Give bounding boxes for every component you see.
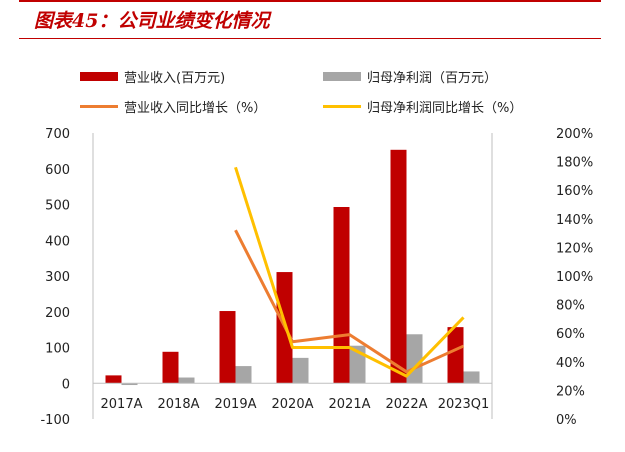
title-rule [19,38,601,39]
y-tick-label: 500 [45,199,70,214]
legend-label: 归母净利润同比增长（%） [367,101,523,116]
top-rule [19,0,601,2]
x-tick-label: 2019A [215,397,257,412]
bar-revenue [333,207,350,384]
y2-tick-label: 180% [556,156,593,171]
legend-label: 归母净利润（百万元） [367,71,498,86]
y2-tick-label: 20% [556,384,585,399]
bar-profit [463,371,480,384]
legend-revenue-growth: 营业收入同比增长（%） [80,97,266,116]
x-tick-label: 2021A [329,397,371,412]
y-tick-label: 300 [45,270,70,285]
line-revenue-growth [234,229,465,374]
x-tick-label: 2017A [101,397,143,412]
bar-revenue [390,149,407,384]
y2-tick-label: 200% [556,127,593,142]
legend-profit: 归母净利润（百万元） [323,67,497,86]
x-tick-label: 2018A [158,397,200,412]
y-tick-label: 400 [45,234,70,249]
legend-swatch [80,72,118,81]
x-tick-label: 2023Q1 [438,397,490,412]
bar-profit [178,377,195,384]
bar-profit [406,334,423,384]
y2-tick-label: 120% [556,241,593,256]
y2-tick-label: 80% [556,299,585,314]
y2-tick-label: 140% [556,213,593,228]
legend-label: 营业收入(百万元) [124,71,226,86]
y-tick-label: -100 [40,413,70,428]
y2-tick-label: 60% [556,327,585,342]
y2-tick-label: 160% [556,184,593,199]
y-tick-label: 100 [45,342,70,357]
legend-revenue: 营业收入(百万元) [80,67,225,86]
y-tick-label: 200 [45,306,70,321]
bar-profit [235,366,252,384]
y-tick-label: 600 [45,163,70,178]
x-tick-label: 2022A [386,397,428,412]
y-tick-label: 700 [45,127,70,142]
bar-profit [292,357,309,384]
bar-revenue [219,311,236,384]
chart-title: 图表45：公司业绩变化情况 [34,10,270,32]
y2-tick-label: 100% [556,270,593,285]
legend-swatch [80,105,118,108]
bar-revenue [162,351,179,384]
x-tick-label: 2020A [272,397,314,412]
y2-tick-label: 0% [556,413,577,428]
legend-label: 营业收入同比增长（%） [124,101,267,116]
y2-tick-label: 40% [556,356,585,371]
line-profit-growth [234,166,465,378]
bar-profit [121,383,138,386]
bar-revenue [105,375,122,384]
legend-swatch [323,72,361,81]
y-tick-label: 0 [62,377,70,392]
legend-swatch [323,105,361,108]
legend-profit-growth: 归母净利润同比增长（%） [323,97,522,116]
bar-revenue [447,327,464,384]
